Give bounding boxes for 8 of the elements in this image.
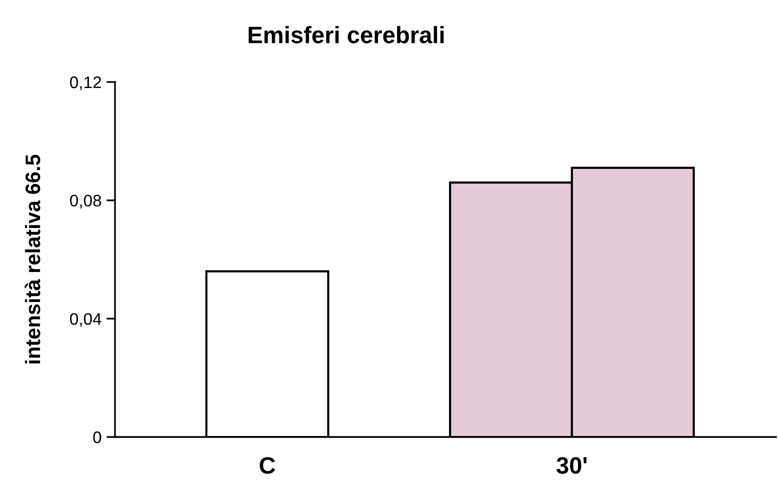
y-tick-label: 0,08: [70, 194, 102, 209]
y-tick-label: 0: [93, 431, 102, 444]
chart-title: Emisferi cerebrali: [248, 26, 444, 44]
x-tick-label: 30': [556, 457, 587, 474]
y-tick-label: 0,12: [70, 76, 101, 90]
x-tick-label: C: [260, 457, 276, 474]
y-axis-title: intensità relativa 66.5: [24, 154, 40, 364]
y-tick-label: 0,04: [70, 313, 102, 327]
